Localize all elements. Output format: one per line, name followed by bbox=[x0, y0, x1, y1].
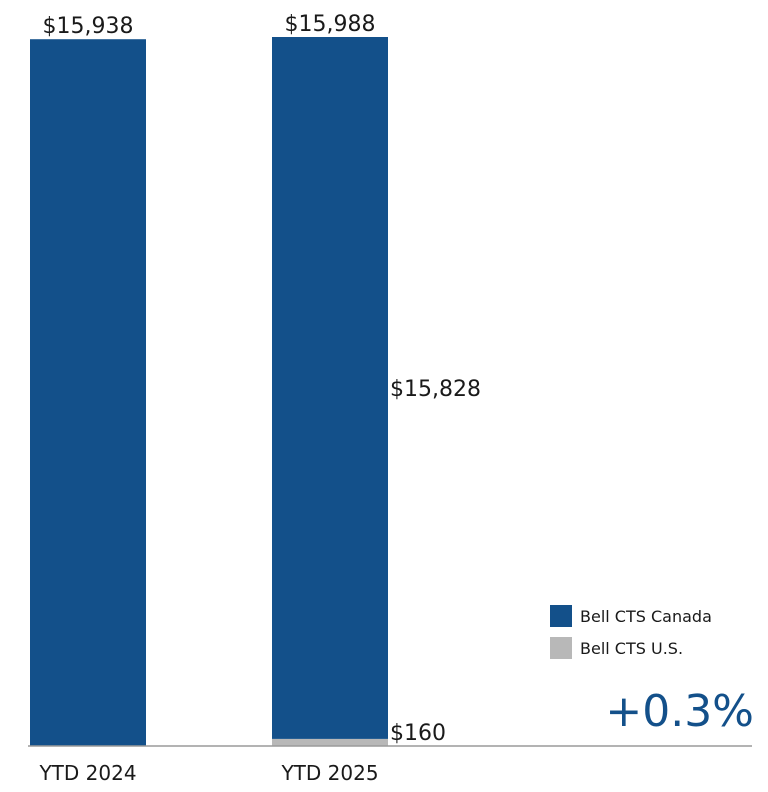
total-label-1: $15,988 bbox=[285, 12, 376, 37]
legend-swatch-canada bbox=[550, 605, 572, 627]
bar-segment-us-1 bbox=[272, 738, 388, 746]
category-label-0: YTD 2024 bbox=[38, 761, 136, 785]
legend-item-us: Bell CTS U.S. bbox=[550, 636, 712, 660]
legend-swatch-us bbox=[550, 637, 572, 659]
legend: Bell CTS Canada Bell CTS U.S. bbox=[550, 604, 712, 668]
total-label-0: $15,938 bbox=[43, 14, 134, 39]
bar-segment-canada-0 bbox=[30, 39, 146, 747]
legend-label-canada: Bell CTS Canada bbox=[580, 606, 712, 626]
segment-label-canada: $15,828 bbox=[390, 377, 481, 402]
segment-label-us: $160 bbox=[390, 721, 446, 746]
change-annotation: +0.3% bbox=[605, 686, 754, 737]
legend-label-us: Bell CTS U.S. bbox=[580, 638, 684, 658]
bar-segment-canada-1 bbox=[272, 37, 388, 739]
legend-item-canada: Bell CTS Canada bbox=[550, 604, 712, 628]
category-label-1: YTD 2025 bbox=[280, 761, 378, 785]
